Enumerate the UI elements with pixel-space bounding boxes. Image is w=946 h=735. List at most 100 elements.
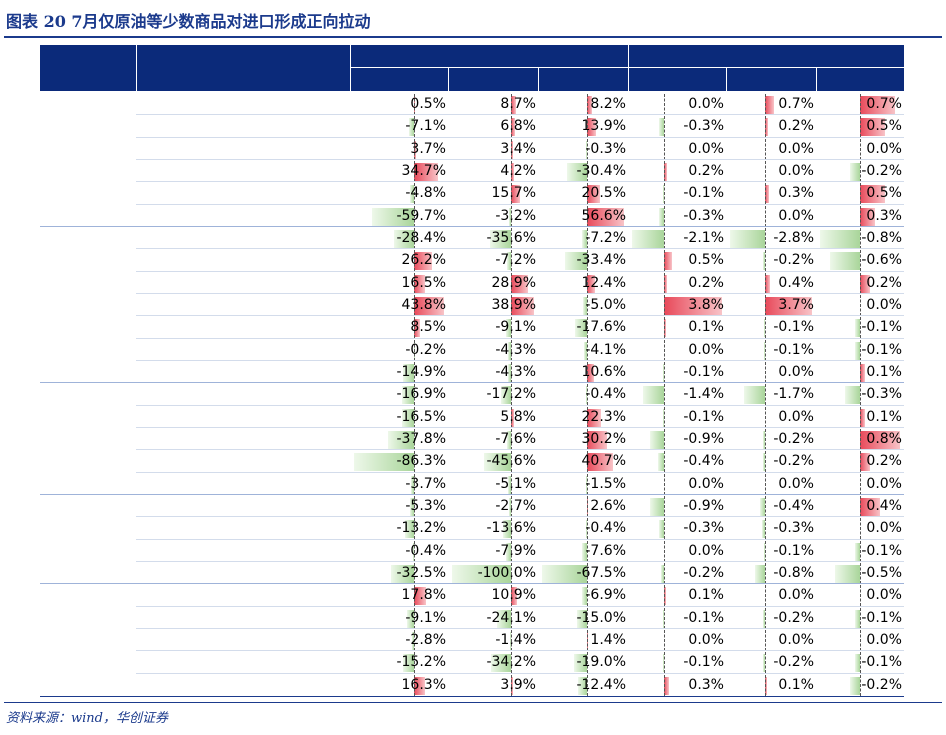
value-text: -17.6%	[576, 319, 626, 335]
zero-axis	[860, 273, 861, 294]
value-text: -0.1%	[861, 543, 902, 559]
value-text: 34.7%	[401, 163, 446, 179]
positive-data-bar	[664, 252, 672, 270]
value-text: 0.0%	[778, 163, 814, 179]
value-cell: -6.9%	[538, 584, 628, 606]
row-separator	[136, 405, 904, 406]
value-text: 0.0%	[866, 632, 902, 648]
value-cell: 3.7%	[350, 138, 448, 160]
negative-data-bar	[391, 565, 414, 583]
zero-axis	[413, 139, 415, 160]
negative-data-bar	[660, 565, 665, 583]
negative-data-bar	[500, 386, 512, 404]
zero-axis	[860, 116, 861, 137]
value-text: 0.3%	[866, 208, 902, 224]
negative-data-bar	[394, 230, 414, 248]
value-text: -0.6%	[861, 252, 902, 268]
zero-axis	[765, 94, 767, 115]
value-cell: -0.2%	[816, 674, 904, 696]
zero-axis	[664, 630, 666, 651]
value-text: -0.1%	[683, 409, 724, 425]
negative-data-bar	[855, 342, 860, 360]
positive-data-bar	[413, 163, 438, 181]
value-cell: -37.8%	[350, 428, 448, 450]
value-cell: -0.3%	[628, 517, 726, 539]
value-text: -0.1%	[683, 185, 724, 201]
value-text: 38.9%	[491, 297, 536, 313]
value-cell: 0.0%	[628, 138, 726, 160]
negative-data-bar	[850, 163, 860, 181]
zero-axis	[413, 474, 415, 495]
positive-data-bar	[511, 275, 529, 293]
value-cell: -7.1%	[350, 115, 448, 137]
value-text: 0.5%	[866, 118, 902, 134]
value-text: 0.1%	[688, 587, 724, 603]
item-label	[136, 517, 353, 539]
zero-axis	[765, 384, 767, 405]
value-cell: 0.0%	[726, 361, 816, 383]
value-cell: 0.0%	[816, 517, 904, 539]
value-cell: -59.7%	[350, 205, 448, 227]
zero-axis	[860, 183, 861, 204]
value-text: -0.1%	[861, 342, 902, 358]
row-separator	[136, 248, 904, 249]
positive-data-bar	[586, 275, 595, 293]
value-cell: -17.2%	[448, 383, 538, 405]
value-cell: 16.5%	[350, 272, 448, 294]
zero-axis	[413, 161, 415, 182]
zero-axis	[511, 496, 513, 517]
negative-data-bar	[490, 654, 512, 672]
value-text: -0.1%	[861, 654, 902, 670]
negative-data-bar	[387, 431, 414, 449]
zero-axis	[765, 183, 767, 204]
header-divider	[350, 45, 351, 91]
zero-axis	[765, 563, 767, 584]
value-cell: -2.8%	[726, 227, 816, 249]
zero-axis	[765, 652, 767, 673]
value-text: 0.3%	[778, 185, 814, 201]
zero-axis	[765, 139, 767, 160]
value-cell: 38.9%	[448, 294, 538, 316]
negative-data-bar	[452, 565, 512, 583]
negative-data-bar	[490, 230, 512, 248]
value-text: 0.2%	[688, 275, 724, 291]
negative-data-bar	[650, 498, 665, 516]
source-note: 资料来源：wind，华创证券	[6, 711, 168, 726]
value-cell: -0.2%	[628, 562, 726, 584]
value-cell: 28.9%	[448, 272, 538, 294]
row-separator	[136, 516, 904, 517]
zero-axis	[586, 139, 588, 160]
value-cell: -1.7%	[726, 383, 816, 405]
negative-data-bar	[762, 431, 766, 449]
zero-axis	[765, 206, 767, 227]
positive-data-bar	[586, 431, 607, 449]
zero-axis	[664, 407, 666, 428]
value-text: 6.8%	[500, 118, 536, 134]
category-label	[40, 584, 136, 696]
header-sub-2	[538, 67, 628, 91]
negative-data-bar	[855, 610, 860, 628]
value-cell: 0.5%	[816, 182, 904, 204]
negative-data-bar	[855, 543, 860, 561]
value-text: -34.2%	[486, 654, 536, 670]
positive-data-bar	[511, 297, 534, 315]
value-text: 0.5%	[866, 185, 902, 201]
value-cell: -0.1%	[628, 607, 726, 629]
negative-data-bar	[582, 587, 587, 605]
negative-data-bar	[506, 252, 512, 270]
value-text: -12.4%	[576, 677, 626, 693]
negative-data-bar	[484, 453, 512, 471]
positive-data-bar	[511, 96, 517, 114]
positive-data-bar	[511, 185, 521, 203]
value-cell: 30.2%	[538, 428, 628, 450]
value-text: 0.0%	[778, 587, 814, 603]
value-text: -15.2%	[396, 654, 446, 670]
value-cell: 0.5%	[816, 115, 904, 137]
value-text: -9.1%	[405, 610, 446, 626]
value-cell: -0.8%	[816, 227, 904, 249]
value-cell: 3.7%	[726, 294, 816, 316]
zero-axis	[860, 496, 861, 517]
negative-data-bar	[830, 252, 860, 270]
value-text: -0.5%	[861, 565, 902, 581]
value-cell: 0.8%	[816, 428, 904, 450]
